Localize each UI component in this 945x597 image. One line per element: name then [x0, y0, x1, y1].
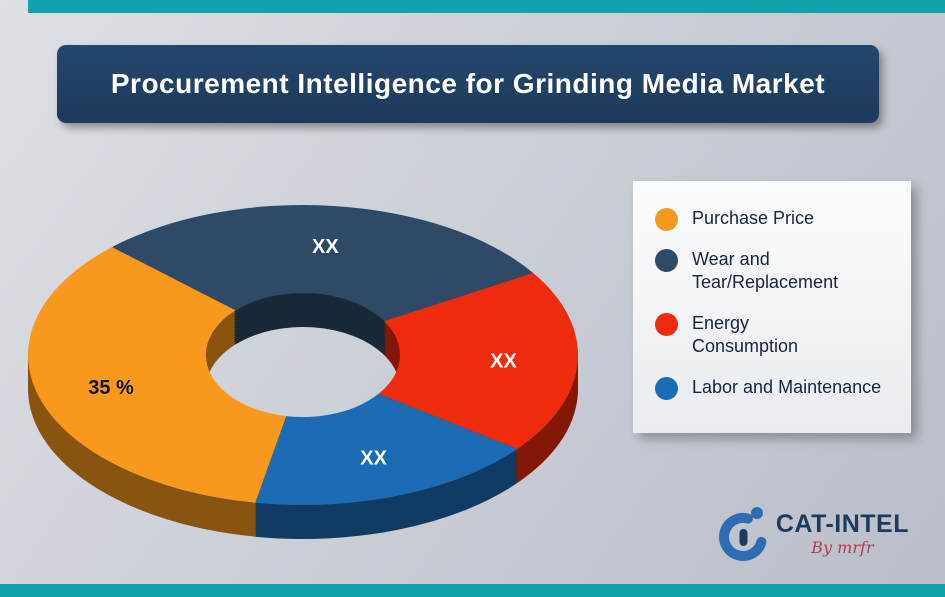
segment-value-label-purchase-price: 35 % [88, 377, 134, 399]
cat-intel-logo-icon [718, 507, 767, 561]
brand-logo: CAT-INTEL By mrfr [716, 501, 909, 565]
legend-item: Purchase Price [655, 207, 891, 231]
segment-value-label-labor-and-maintenance: XX [360, 448, 387, 470]
legend-label: Wear and Tear/Replacement [692, 249, 839, 293]
chart-legend: Purchase Price Wear and Tear/Replacement E… [633, 181, 911, 433]
legend-swatch [655, 376, 678, 400]
legend-item: Energy Consumption [655, 312, 891, 359]
donut-chart: XX XX XX 35 % [28, 205, 578, 539]
bottom-accent-bar [0, 584, 945, 597]
legend-swatch [655, 312, 678, 336]
legend-label: Purchase Price [692, 208, 815, 228]
donut-segment-wear-and-tear-replacement [112, 205, 534, 322]
donut-segment-labor-and-maintenance [255, 393, 518, 505]
legend-item: Wear and Tear/Replacement [655, 248, 891, 295]
donut-segment-energy-consumption [378, 272, 578, 449]
legend-label: Labor and Maintenance [692, 376, 882, 397]
legend-item: Labor and Maintenance [655, 376, 891, 400]
legend-label: Energy Consumption [692, 312, 799, 357]
legend-swatch [655, 249, 678, 272]
legend-swatch [655, 208, 678, 231]
top-accent-bar [28, 0, 945, 13]
donut-segment-purchase-price [28, 247, 287, 503]
page-title: Procurement Intelligence for Grinding Me… [110, 68, 826, 99]
logo-byline: By mrfr [811, 537, 874, 557]
segment-value-label-wear-and-tear-replacement: XX [312, 236, 339, 258]
segment-value-label-energy-consumption: XX [490, 350, 517, 372]
logo-brand-text: CAT-INTEL [775, 509, 909, 538]
title-banner: Procurement Intelligence for Grinding Me… [57, 45, 879, 123]
